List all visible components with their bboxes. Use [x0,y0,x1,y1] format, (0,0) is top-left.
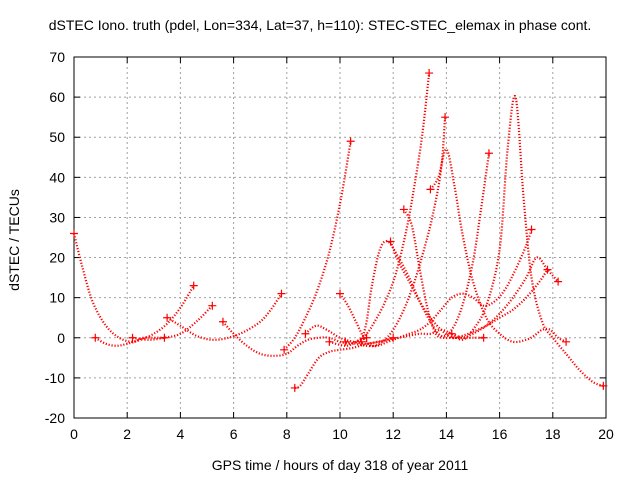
data-point-marker [128,333,137,342]
data-point-marker [479,333,488,342]
series-arc1 [72,233,165,343]
y-tick-label: 10 [49,290,65,306]
series-arc4 [166,293,283,341]
x-tick-label: 20 [598,426,614,442]
x-tick-label: 12 [385,426,401,442]
series-arc6 [294,336,394,389]
y-tick-label: 60 [49,89,65,105]
y-tick-label: 50 [49,129,65,145]
series-arc8 [304,324,484,345]
data-point-marker [301,329,310,338]
data-point-marker [325,337,334,346]
data-point-marker [386,237,395,246]
y-tick-label: 20 [49,250,65,266]
data-point-marker [527,225,536,234]
data-point-marker [208,301,217,310]
y-tick-label: 0 [57,330,65,346]
data-point-marker [346,137,355,146]
chart-title: dSTEC Iono. truth (pdel, Lon=334, Lat=37… [49,17,592,33]
data-point-marker [218,317,227,326]
data-point-marker [280,345,289,354]
x-tick-label: 18 [545,426,561,442]
data-point-marker [562,337,571,346]
x-tick-label: 6 [230,426,238,442]
series-arc9 [329,72,431,347]
data-point-marker [341,337,350,346]
x-tick-label: 8 [283,426,291,442]
series-arc3 [132,304,214,341]
data-point-marker [426,185,435,194]
grid [74,57,606,418]
series-arc10 [339,117,447,348]
data-point-marker [554,277,563,286]
series-arc2 [94,285,195,347]
y-tick-label: -10 [45,370,65,386]
x-tick-label: 2 [123,426,131,442]
data-point-marker [277,289,286,298]
data-series [70,69,608,392]
y-tick-label: -20 [45,410,65,426]
axis-ticks: 0 2 4 6 8 10 12 14 16 18 20 -20 -10 0 10 20 30 40 50 60 70 [45,49,614,442]
data-point-marker [543,265,552,274]
series-arc14 [402,208,559,340]
y-axis-label: dSTEC / TECUs [6,189,22,291]
data-point-marker [163,313,172,322]
y-tick-label: 70 [49,49,65,65]
x-tick-label: 10 [332,426,348,442]
data-point-marker [290,383,299,392]
series-arc15 [429,148,567,344]
series-arc13 [389,241,549,340]
data-point-marker [91,333,100,342]
data-point-marker [399,205,408,214]
data-point-marker [70,229,78,238]
data-point-marker [189,281,198,290]
x-tick-label: 4 [177,426,185,442]
y-tick-label: 30 [49,209,65,225]
data-point-marker [160,333,169,342]
series-arc5 [222,321,367,357]
x-tick-label: 16 [492,426,508,442]
data-point-marker [362,333,371,342]
data-point-marker [447,329,456,338]
x-tick-label: 0 [70,426,78,442]
x-tick-label: 14 [439,426,455,442]
x-axis-label: GPS time / hours of day 318 of year 2011 [212,457,469,473]
data-point-marker [484,149,493,158]
data-point-marker [336,289,344,298]
data-point-marker [441,113,450,122]
y-tick-label: 40 [49,169,65,185]
series-arc7 [283,141,352,351]
data-point-marker [599,381,608,390]
data-point-marker [425,69,434,78]
